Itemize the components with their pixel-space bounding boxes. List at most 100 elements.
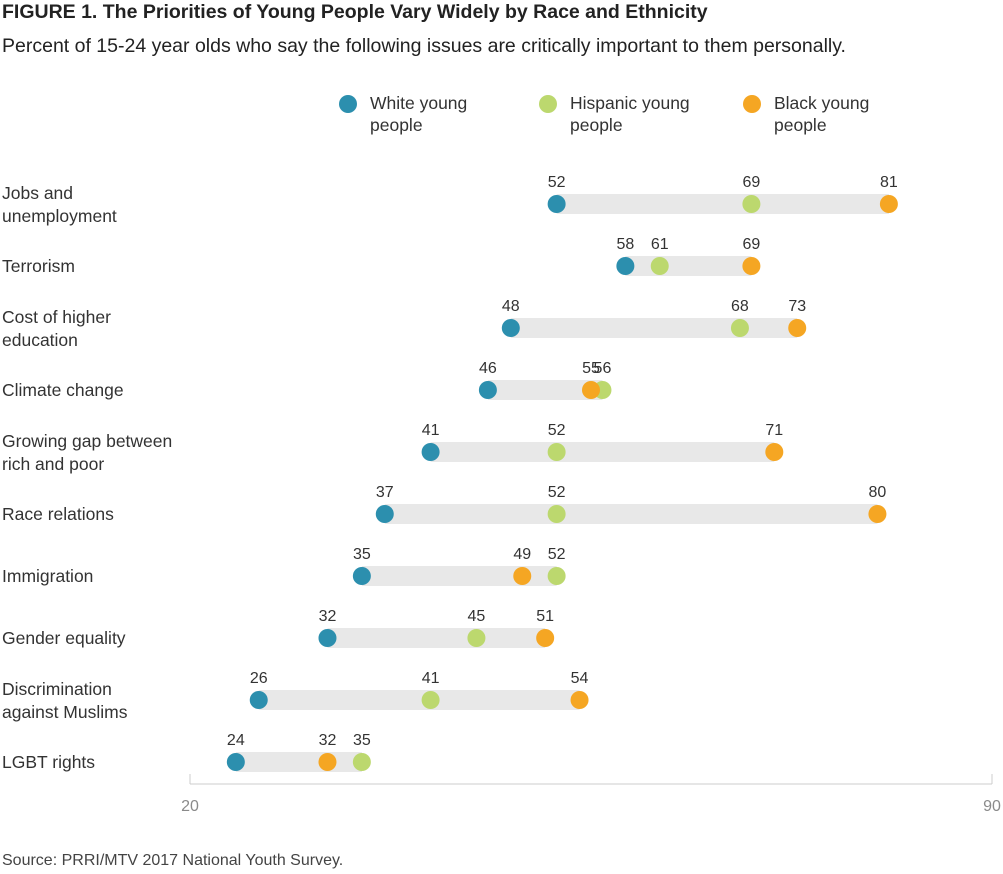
legend-label-black-line-2: people [774, 115, 827, 135]
category-label-line: LGBT rights [2, 752, 95, 772]
dot-white-terrorism [616, 257, 635, 275]
legend-label-hispanic: Hispanic young people [570, 92, 710, 136]
value-label-black-terrorism: 69 [743, 236, 761, 253]
value-label-white-terrorism: 58 [616, 236, 634, 253]
category-label-growing-gap-between-rich-and-poor: Growing gap between rich and poor [2, 431, 172, 474]
dot-white-climate-change [478, 381, 497, 399]
value-label-hispanic-climate-change: 56 [594, 360, 612, 377]
x-axis-tick-label-90: 90 [983, 798, 1001, 815]
dot-hispanic-gender-equality [467, 629, 486, 647]
category-label-terrorism: Terrorism [2, 256, 75, 276]
dot-black-gender-equality [536, 629, 555, 647]
dot-black-lgbt-rights [318, 753, 337, 771]
x-axis-tick-label-20: 20 [181, 798, 199, 815]
category-label-race-relations: Race relations [2, 504, 114, 524]
value-label-black-climate-change: 55 [582, 360, 600, 377]
category-label-line: Race relations [2, 504, 114, 524]
value-label-white-climate-change: 46 [479, 360, 497, 377]
category-label-line: Discrimination [2, 679, 112, 699]
value-label-black-discrimination-against-muslims: 54 [571, 670, 589, 687]
category-label-discrimination-against-muslims: Discrimination against Muslims [2, 679, 128, 722]
category-label-line: Growing gap between [2, 431, 172, 451]
value-label-black-growing-gap-between-rich-and-poor: 71 [765, 422, 783, 439]
value-label-hispanic-growing-gap-between-rich-and-poor: 52 [548, 422, 566, 439]
dot-hispanic-cost-of-higher-education [730, 319, 749, 337]
value-label-hispanic-race-relations: 52 [548, 484, 566, 501]
range-bar-discrimination-against-muslims [258, 690, 580, 710]
value-label-hispanic-jobs-and-unemployment: 69 [743, 174, 761, 191]
legend-item-white: White young people [339, 92, 510, 136]
dot-hispanic-growing-gap-between-rich-and-poor [547, 443, 566, 461]
dot-white-immigration [352, 567, 371, 585]
value-label-hispanic-discrimination-against-muslims: 41 [422, 670, 440, 687]
legend-dot-black [743, 95, 761, 113]
dot-black-cost-of-higher-education [788, 319, 807, 337]
dot-black-discrimination-against-muslims [570, 691, 589, 709]
dot-white-gender-equality [318, 629, 337, 647]
legend-label-black: Black young people [774, 92, 914, 136]
category-label-line: rich and poor [2, 454, 104, 474]
range-bar-lgbt-rights [235, 752, 362, 772]
category-label-line: Cost of higher [2, 307, 111, 327]
range-bar-gender-equality [327, 628, 546, 648]
range-bar-jobs-and-unemployment [556, 194, 889, 214]
value-label-white-growing-gap-between-rich-and-poor: 41 [422, 422, 440, 439]
legend-label-white: White young people [370, 92, 510, 136]
legend-label-black-line-1: Black young [774, 93, 870, 113]
dot-white-growing-gap-between-rich-and-poor [421, 443, 440, 461]
legend-label-hispanic-line-2: people [570, 115, 623, 135]
category-label-lgbt-rights: LGBT rights [2, 752, 95, 772]
legend-item-hispanic: Hispanic young people [539, 92, 710, 136]
dot-hispanic-jobs-and-unemployment [742, 195, 761, 213]
value-label-hispanic-gender-equality: 45 [468, 608, 486, 625]
dot-white-lgbt-rights [226, 753, 245, 771]
value-label-hispanic-lgbt-rights: 35 [353, 732, 371, 749]
dot-hispanic-immigration [547, 567, 566, 585]
dot-black-race-relations [868, 505, 887, 523]
value-label-black-gender-equality: 51 [536, 608, 554, 625]
dot-hispanic-race-relations [547, 505, 566, 523]
value-label-white-immigration: 35 [353, 546, 371, 563]
dot-hispanic-discrimination-against-muslims [421, 691, 440, 709]
dot-hispanic-terrorism [650, 257, 669, 275]
category-label-climate-change: Climate change [2, 380, 124, 400]
dot-black-immigration [513, 567, 532, 585]
category-label-line: unemployment [2, 206, 117, 226]
range-bar-terrorism [625, 256, 752, 276]
value-label-black-immigration: 49 [513, 546, 531, 563]
category-label-line: Gender equality [2, 628, 126, 648]
legend-item-black: Black young people [743, 92, 914, 136]
legend-label-white-line-2: people [370, 115, 423, 135]
category-label-line: education [2, 330, 78, 350]
value-label-hispanic-cost-of-higher-education: 68 [731, 298, 749, 315]
dot-black-growing-gap-between-rich-and-poor [765, 443, 784, 461]
dot-white-discrimination-against-muslims [249, 691, 268, 709]
value-label-white-discrimination-against-muslims: 26 [250, 670, 268, 687]
category-label-cost-of-higher-education: Cost of higher education [2, 307, 111, 350]
value-label-hispanic-immigration: 52 [548, 546, 566, 563]
value-label-white-cost-of-higher-education: 48 [502, 298, 520, 315]
figure-title: FIGURE 1. The Priorities of Young People… [2, 1, 708, 23]
category-label-immigration: Immigration [2, 566, 93, 586]
chart-legend: White young people Hispanic young people… [0, 92, 1003, 142]
dot-black-climate-change [582, 381, 600, 399]
value-label-black-lgbt-rights: 32 [319, 732, 337, 749]
range-bar-growing-gap-between-rich-and-poor [430, 442, 775, 462]
value-label-black-jobs-and-unemployment: 81 [880, 174, 898, 191]
dot-black-terrorism [742, 257, 761, 275]
legend-label-hispanic-line-1: Hispanic young [570, 93, 690, 113]
category-label-line: Terrorism [2, 256, 75, 276]
value-label-hispanic-terrorism: 61 [651, 236, 669, 253]
dot-white-cost-of-higher-education [501, 319, 520, 337]
value-label-black-race-relations: 80 [869, 484, 887, 501]
dot-white-jobs-and-unemployment [547, 195, 566, 213]
range-bar-climate-change [487, 380, 603, 400]
category-label-gender-equality: Gender equality [2, 628, 126, 648]
legend-dot-hispanic [539, 95, 557, 113]
category-label-line: Immigration [2, 566, 93, 586]
dot-black-jobs-and-unemployment [879, 195, 898, 213]
range-bar-cost-of-higher-education [510, 318, 798, 338]
legend-dot-white [339, 95, 357, 113]
legend-label-white-line-1: White young [370, 93, 468, 113]
